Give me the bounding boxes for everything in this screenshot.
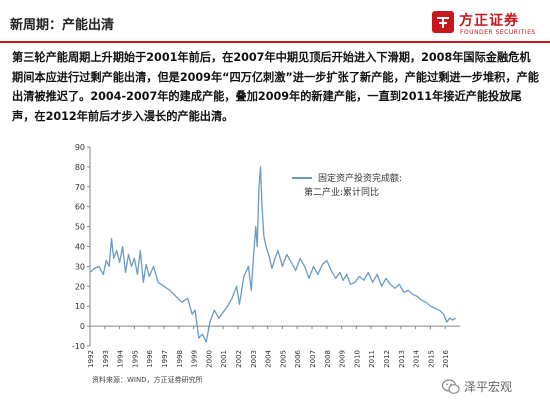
y-tick-label: 40 <box>75 243 85 252</box>
x-tick-label: 2011 <box>368 350 376 368</box>
y-tick-label: -10 <box>72 342 85 351</box>
x-tick-label: 2001 <box>220 350 228 368</box>
x-tick-label: 2008 <box>324 350 332 368</box>
brand-logo: 方正证券 FOUNDER SECURITIES <box>431 8 543 42</box>
x-tick-label: 2007 <box>309 350 317 368</box>
founder-logo-icon <box>432 11 454 33</box>
y-tick-label: 10 <box>75 302 85 311</box>
body-paragraph: 第三轮产能周期上升期始于2001年前后，在2007年中期见顶后开始进入下滑期，2… <box>12 51 539 123</box>
x-tick-label: 2009 <box>339 350 347 368</box>
series-line <box>89 166 456 343</box>
watermark-text: 泽平宏观 <box>464 380 513 394</box>
page-title: 新周期：产能出清 <box>10 18 115 33</box>
x-tick-label: 1994 <box>117 349 125 367</box>
y-tick-label: 90 <box>75 143 85 152</box>
x-tick-label: 2015 <box>427 350 435 368</box>
line-chart: -10 0 10 20 30 40 50 60 70 80 90 1992 1993 1994 1995 19… <box>72 143 460 368</box>
y-tick-label: 30 <box>75 262 85 271</box>
x-tick-label: 1996 <box>146 349 154 367</box>
title-divider <box>0 41 550 43</box>
x-tick-label: 1999 <box>191 350 199 368</box>
x-tick-label: 2005 <box>279 350 287 368</box>
x-tick-label: 1997 <box>161 350 169 368</box>
source-note: 资料来源：WIND，方正证券研究所 <box>92 376 203 384</box>
x-tick-label: 2013 <box>398 350 406 368</box>
wechat-icon <box>442 379 460 394</box>
y-tick-label: 70 <box>75 183 85 192</box>
x-tick-label: 2006 <box>294 349 302 367</box>
y-tick-label: 80 <box>75 163 85 172</box>
x-tick-label: 2014 <box>413 349 421 367</box>
y-tick-label: 0 <box>80 322 85 331</box>
y-tick-label: 20 <box>75 282 85 291</box>
legend-label: 固定资产投资完成额:第二产业:累计同比 <box>304 172 402 198</box>
x-tick-label: 2002 <box>235 350 243 368</box>
x-tick-label: 1998 <box>176 350 184 368</box>
watermark: 泽平宏观 <box>442 377 542 399</box>
y-tick-label: 50 <box>75 223 85 232</box>
x-tick-label: 2000 <box>205 350 213 368</box>
x-tick-label: 2012 <box>383 350 391 368</box>
x-tick-label: 2010 <box>353 350 361 368</box>
logo-text-en: FOUNDER SECURITIES <box>460 29 536 36</box>
x-tick-label: 2003 <box>250 350 258 368</box>
x-tick-label: 1993 <box>102 350 110 368</box>
logo-text-cn: 方正证券 <box>459 13 519 29</box>
x-tick-label: 1995 <box>131 350 139 368</box>
x-tick-label: 1992 <box>87 350 95 368</box>
x-tick-label: 2016 <box>442 349 450 367</box>
y-tick-label: 60 <box>75 203 85 212</box>
x-tick-label: 2004 <box>265 349 273 367</box>
